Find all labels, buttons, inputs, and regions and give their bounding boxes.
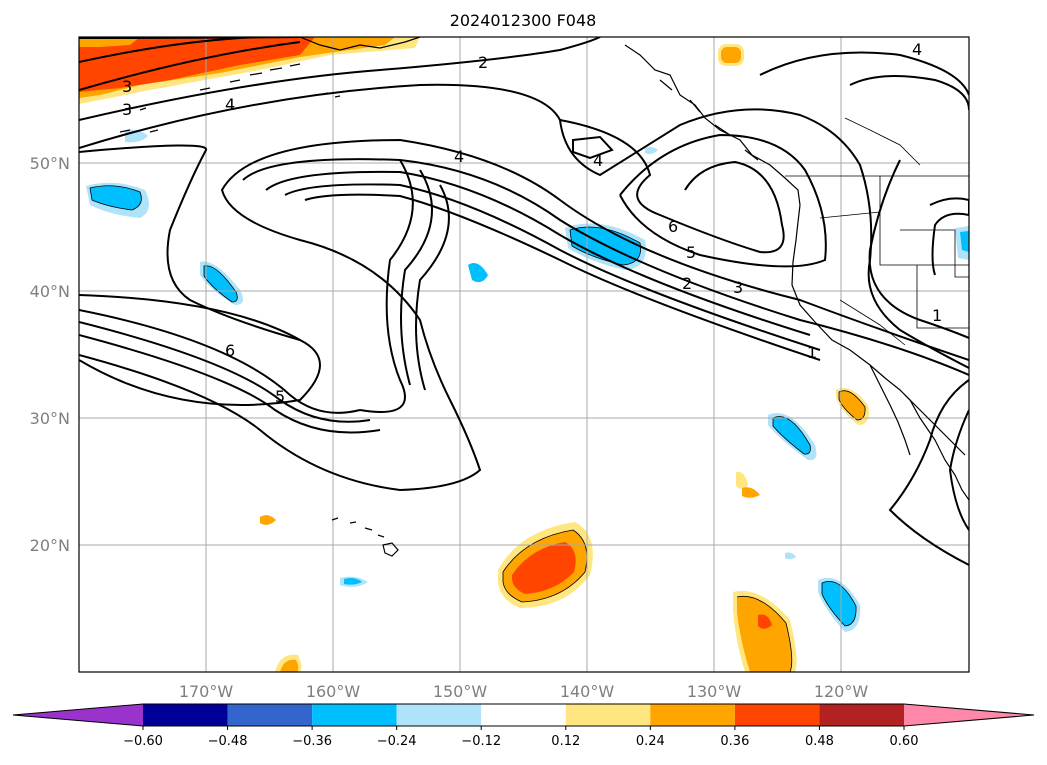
map-title: 2024012300 F048: [450, 11, 597, 30]
contour-label-j: 3: [733, 278, 743, 297]
contour-label-a: 3: [122, 77, 132, 96]
lon-label: 120°W: [814, 682, 869, 701]
contour-label-l: 6: [225, 341, 235, 360]
colorbar-segment: [565, 704, 651, 726]
lon-label: 160°W: [306, 682, 361, 701]
contour-label-g: 6: [668, 217, 678, 236]
lat-label: 50°N: [30, 154, 70, 173]
colorbar-segment: [227, 704, 313, 726]
colorbar-segment: [481, 704, 566, 726]
contour-label-e: 4: [454, 147, 464, 166]
anomaly-outlines: [89, 185, 866, 672]
contour-label-n: 1: [807, 343, 817, 362]
contour-label-k: 4: [912, 40, 922, 59]
contour-lines: [79, 37, 969, 566]
colorbar-segment: [734, 704, 820, 726]
contour-label-h: 5: [686, 243, 696, 262]
colorbar-segment: [819, 704, 904, 726]
colorbar-tick-label: 0.60: [890, 734, 919, 749]
coastlines: [119, 37, 969, 557]
colorbar-segment: [650, 704, 735, 726]
lon-label: 130°W: [687, 682, 742, 701]
contour-label-o: 1: [932, 306, 942, 325]
colorbar-segment: [312, 704, 397, 726]
contour-label-c: 4: [225, 95, 235, 114]
colorbar: −0.60 −0.48 −0.36 −0.24 −0.12 0.12 0.24 0.36 0.4…: [12, 703, 1035, 749]
colorbar-tick-label: 0.36: [720, 734, 749, 749]
map-area: 3 3 4 2 4 4 6 5 2 3 4 6 5 1 1: [79, 37, 969, 672]
longitude-labels: 170°W 160°W 150°W 140°W 130°W 120°W: [179, 682, 869, 701]
contour-label-m: 5: [275, 387, 285, 406]
contour-label-f: 4: [593, 151, 603, 170]
lon-label: 170°W: [179, 682, 234, 701]
lon-label: 140°W: [560, 682, 615, 701]
contour-label-b: 3: [122, 100, 132, 119]
lat-label: 30°N: [30, 409, 70, 428]
colorbar-tick-label: 0.24: [636, 734, 665, 749]
contour-label-d: 2: [478, 53, 488, 72]
colorbar-extend-high: [904, 704, 1034, 726]
lon-label: 150°W: [433, 682, 488, 701]
colorbar-tick-label: −0.12: [461, 734, 501, 749]
colorbar-extend-low: [13, 704, 143, 726]
colorbar-tick-label: 0.12: [551, 734, 580, 749]
map-frame: [78, 36, 970, 673]
lat-label: 20°N: [30, 536, 70, 555]
colorbar-segment: [143, 704, 228, 726]
colorbar-tick-label: −0.60: [123, 734, 163, 749]
colorbar-tick-label: −0.24: [377, 734, 417, 749]
lat-label: 40°N: [30, 282, 70, 301]
colorbar-tick-label: −0.36: [292, 734, 332, 749]
anomaly-shading: [79, 37, 969, 672]
colorbar-tick-label: −0.48: [208, 734, 248, 749]
colorbar-tick-label: 0.48: [805, 734, 834, 749]
colorbar-segment: [396, 704, 482, 726]
latitude-labels: 50°N 40°N 30°N 20°N: [30, 154, 70, 555]
contour-label-i: 2: [682, 274, 692, 293]
contour-labels: 3 3 4 2 4 4 6 5 2 3 4 6 5 1 1: [122, 40, 942, 406]
